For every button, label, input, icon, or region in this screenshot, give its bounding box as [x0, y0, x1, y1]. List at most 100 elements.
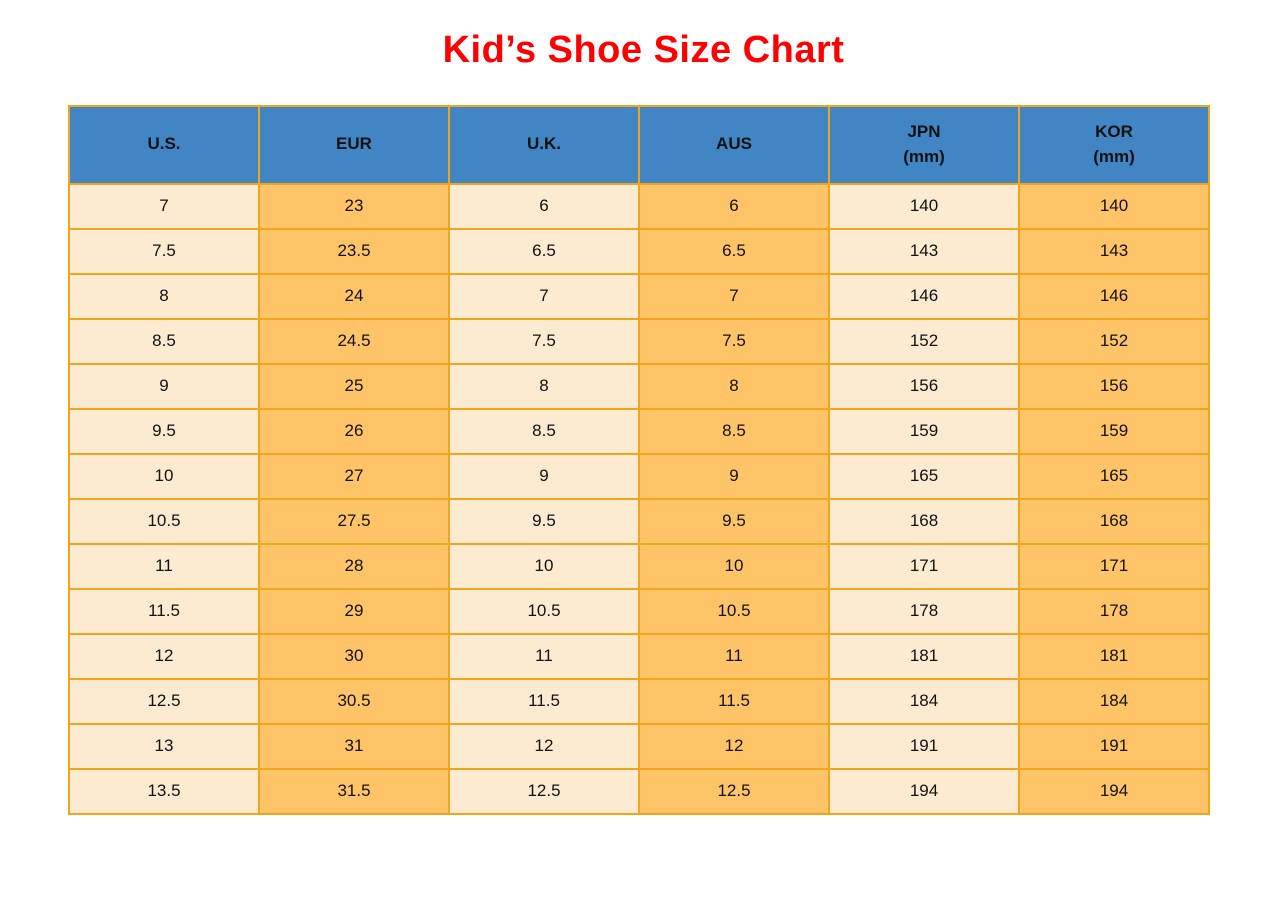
table-cell-kor: 156	[1018, 362, 1210, 410]
column-header-uk: U.K.	[448, 104, 640, 185]
column-header-sub: (mm)	[903, 146, 945, 166]
table-cell-eur: 30.5	[258, 677, 450, 725]
page-title: Kid’s Shoe Size Chart	[442, 29, 845, 71]
table-cell-jpn: 191	[828, 722, 1020, 770]
table-cell-eur: 23.5	[258, 227, 450, 275]
table-cell-us: 13	[68, 722, 260, 770]
table-cell-kor: 152	[1018, 317, 1210, 365]
table-row: 13.5 31.5 12.5 12.5 194 194	[68, 767, 1210, 815]
table-cell-kor: 184	[1018, 677, 1210, 725]
column-header-label: U.S.	[147, 134, 181, 154]
table-cell-kor: 194	[1018, 767, 1210, 815]
table-cell-aus: 8	[638, 362, 830, 410]
table-cell-aus: 10	[638, 542, 830, 590]
table-cell-kor: 159	[1018, 407, 1210, 455]
table-cell-jpn: 181	[828, 632, 1020, 680]
table-cell-eur: 27	[258, 452, 450, 500]
table-cell-jpn: 171	[828, 542, 1020, 590]
column-header-label: AUS	[716, 134, 752, 154]
table-row: 12 30 11 11 181 181	[68, 632, 1210, 680]
table-row: 8.5 24.5 7.5 7.5 152 152	[68, 317, 1210, 365]
table-cell-eur: 24	[258, 272, 450, 320]
shoe-size-table: U.S. EUR U.K. AUS JPN (mm) KOR (mm) 7 23 6 6 140 140…	[68, 104, 1210, 815]
table-row: 8 24 7 7 146 146	[68, 272, 1210, 320]
table-cell-jpn: 194	[828, 767, 1020, 815]
table-cell-us: 8.5	[68, 317, 260, 365]
table-cell-uk: 8.5	[448, 407, 640, 455]
table-cell-uk: 6.5	[448, 227, 640, 275]
table-cell-aus: 12	[638, 722, 830, 770]
table-cell-eur: 26	[258, 407, 450, 455]
table-cell-eur: 31	[258, 722, 450, 770]
table-cell-aus: 11	[638, 632, 830, 680]
table-cell-kor: 146	[1018, 272, 1210, 320]
table-cell-kor: 181	[1018, 632, 1210, 680]
table-cell-jpn: 178	[828, 587, 1020, 635]
table-cell-eur: 29	[258, 587, 450, 635]
table-cell-jpn: 156	[828, 362, 1020, 410]
table-cell-us: 12.5	[68, 677, 260, 725]
table-cell-jpn: 184	[828, 677, 1020, 725]
table-cell-us: 10.5	[68, 497, 260, 545]
column-header-eur: EUR	[258, 104, 450, 185]
table-cell-us: 7	[68, 182, 260, 230]
column-header-sub: (mm)	[1093, 146, 1135, 166]
table-body: 7 23 6 6 140 140 7.5 23.5 6.5 6.5 143 143 8 24 7 7 146 14…	[68, 182, 1210, 815]
table-cell-kor: 168	[1018, 497, 1210, 545]
table-cell-us: 10	[68, 452, 260, 500]
column-header-jpn: JPN (mm)	[828, 104, 1020, 185]
table-cell-aus: 7.5	[638, 317, 830, 365]
table-cell-jpn: 140	[828, 182, 1020, 230]
table-cell-us: 12	[68, 632, 260, 680]
table-row: 10.5 27.5 9.5 9.5 168 168	[68, 497, 1210, 545]
table-cell-eur: 31.5	[258, 767, 450, 815]
column-header-label: U.K.	[527, 134, 561, 154]
column-header-kor: KOR (mm)	[1018, 104, 1210, 185]
column-header-label: KOR	[1095, 121, 1133, 141]
table-cell-us: 13.5	[68, 767, 260, 815]
column-header-label: EUR	[336, 134, 372, 154]
table-cell-aus: 6.5	[638, 227, 830, 275]
table-cell-us: 8	[68, 272, 260, 320]
table-row: 9 25 8 8 156 156	[68, 362, 1210, 410]
table-cell-uk: 11.5	[448, 677, 640, 725]
table-cell-uk: 8	[448, 362, 640, 410]
table-cell-eur: 24.5	[258, 317, 450, 365]
table-cell-uk: 9.5	[448, 497, 640, 545]
table-cell-uk: 7	[448, 272, 640, 320]
table-cell-jpn: 146	[828, 272, 1020, 320]
table-cell-jpn: 159	[828, 407, 1020, 455]
table-cell-aus: 11.5	[638, 677, 830, 725]
table-cell-us: 9.5	[68, 407, 260, 455]
table-cell-uk: 12	[448, 722, 640, 770]
table-row: 11 28 10 10 171 171	[68, 542, 1210, 590]
table-row: 11.5 29 10.5 10.5 178 178	[68, 587, 1210, 635]
table-cell-us: 11	[68, 542, 260, 590]
table-cell-us: 9	[68, 362, 260, 410]
table-cell-aus: 9.5	[638, 497, 830, 545]
column-header-us: U.S.	[68, 104, 260, 185]
table-cell-aus: 9	[638, 452, 830, 500]
table-cell-aus: 12.5	[638, 767, 830, 815]
table-cell-uk: 10.5	[448, 587, 640, 635]
table-cell-us: 7.5	[68, 227, 260, 275]
table-cell-aus: 6	[638, 182, 830, 230]
table-cell-eur: 23	[258, 182, 450, 230]
table-cell-kor: 178	[1018, 587, 1210, 635]
table-row: 12.5 30.5 11.5 11.5 184 184	[68, 677, 1210, 725]
table-cell-uk: 6	[448, 182, 640, 230]
table-cell-kor: 140	[1018, 182, 1210, 230]
table-cell-jpn: 152	[828, 317, 1020, 365]
table-cell-uk: 10	[448, 542, 640, 590]
table-cell-jpn: 143	[828, 227, 1020, 275]
table-cell-uk: 12.5	[448, 767, 640, 815]
table-cell-eur: 28	[258, 542, 450, 590]
table-cell-kor: 165	[1018, 452, 1210, 500]
column-header-aus: AUS	[638, 104, 830, 185]
table-cell-eur: 25	[258, 362, 450, 410]
table-cell-us: 11.5	[68, 587, 260, 635]
table-row: 10 27 9 9 165 165	[68, 452, 1210, 500]
table-row: 9.5 26 8.5 8.5 159 159	[68, 407, 1210, 455]
table-cell-aus: 10.5	[638, 587, 830, 635]
table-cell-uk: 7.5	[448, 317, 640, 365]
